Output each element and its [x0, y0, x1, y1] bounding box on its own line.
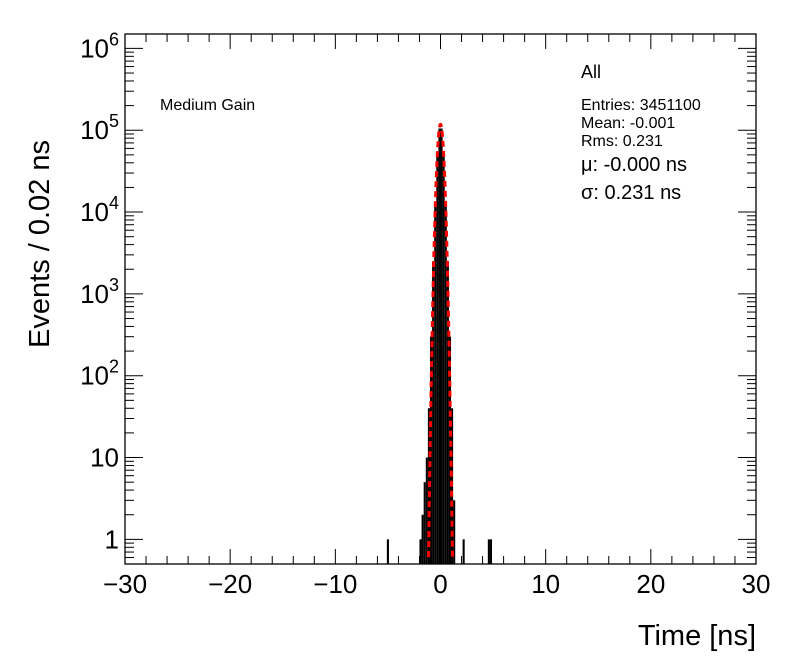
fit-sigma: σ: 0.231 ns: [581, 182, 682, 204]
axis-tick-labels: −30 −20 −10 0 10 20 30 1 10 102 103 104 105 106: [80, 29, 770, 599]
fit-mu: μ: -0.000 ns: [581, 154, 688, 176]
histogram-bar: [432, 261, 435, 564]
stats-title: All: [581, 62, 602, 82]
stats-entries: Entries: 3451100: [581, 97, 701, 114]
fit-curve: [427, 122, 454, 558]
histogram-bars: [386, 128, 493, 565]
y-tick-label: 106: [80, 29, 119, 63]
histogram-bar: [442, 154, 445, 565]
x-tick-label: 10: [531, 569, 560, 599]
histogram-bar: [448, 336, 452, 564]
x-axis-label: Time [ns]: [637, 620, 756, 652]
x-tick-label: −20: [208, 569, 252, 599]
histogram-bar: [436, 154, 439, 565]
gaussian-fit: [427, 122, 454, 558]
y-tick-label: 10: [90, 443, 119, 473]
y-axis-label: Events / 0.02 ns: [24, 140, 56, 348]
x-tick-label: 20: [636, 569, 665, 599]
histogram-bar: [489, 539, 493, 564]
histogram-bar: [438, 128, 441, 564]
histogram-bar: [419, 539, 422, 564]
histogram-bar: [440, 128, 443, 564]
y-tick-label: 105: [80, 111, 119, 145]
panel-label: Medium Gain: [160, 97, 256, 114]
x-tick-label: 0: [433, 569, 447, 599]
histogram-bar: [444, 205, 447, 564]
histogram-bar: [446, 261, 449, 564]
histogram-bar: [434, 205, 437, 564]
x-tick-label: 30: [742, 569, 771, 599]
histogram-bar: [453, 500, 456, 564]
axis-ticks: [124, 34, 757, 565]
x-tick-label: −30: [103, 569, 147, 599]
histogram-bar: [421, 514, 424, 564]
stats-mean: Mean: -0.001: [581, 115, 676, 132]
histogram-bar: [487, 539, 490, 564]
stats-rms: Rms: 0.231: [581, 133, 663, 150]
x-tick-label: −10: [313, 569, 357, 599]
y-tick-label: 103: [80, 275, 119, 309]
y-tick-label: 104: [80, 193, 119, 227]
histogram-bar: [425, 457, 428, 564]
histogram-bar: [462, 539, 465, 564]
histogram-bar: [429, 336, 433, 564]
histogram-bar: [423, 482, 426, 564]
stats-box: All Entries: 3451100 Mean: -0.001 Rms: 0…: [581, 62, 701, 207]
y-tick-label: 1: [105, 524, 119, 554]
histogram-bar: [386, 539, 389, 564]
y-tick-label: 102: [80, 357, 119, 391]
